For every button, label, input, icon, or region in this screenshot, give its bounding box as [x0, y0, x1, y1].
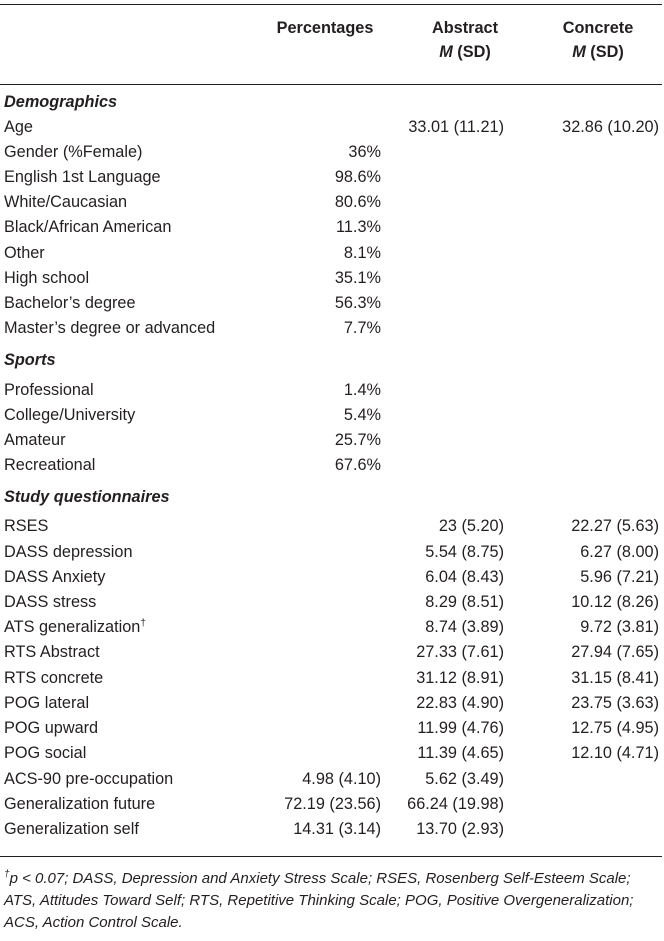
row-label: ATS generalization† [4, 618, 146, 636]
row-label: ACS-90 pre-occupation [4, 770, 174, 788]
row-label: English 1st Language [4, 168, 161, 186]
concrete-cell: 31.15 (8.41) [571, 669, 659, 687]
row-label: POG upward [4, 719, 99, 737]
percentages-cell: 5.4% [343, 406, 381, 424]
row-label: Professional [4, 381, 94, 399]
row-label: RSES [4, 517, 49, 535]
percentages-cell: 72.19 (23.56) [284, 795, 381, 813]
abstract-cell: 5.62 (3.49) [425, 770, 504, 788]
abstract-cell: 8.29 (8.51) [425, 593, 504, 611]
row-label: Master’s degree or advanced [4, 319, 216, 337]
row-label: College/University [4, 406, 136, 424]
percentages-cell: 80.6% [334, 193, 381, 211]
concrete-cell: 12.75 (4.95) [571, 719, 659, 737]
concrete-cell: 27.94 (7.65) [571, 643, 659, 661]
header-percentages: Percentages [276, 19, 374, 37]
abstract-cell: 13.70 (2.93) [416, 820, 504, 838]
row-label: RTS Abstract [4, 643, 100, 661]
row-label: Age [4, 118, 33, 136]
concrete-cell: 12.10 (4.71) [571, 744, 659, 762]
row-label: DASS depression [4, 543, 133, 561]
percentages-cell: 98.6% [334, 168, 381, 186]
abstract-cell: 8.74 (3.89) [425, 618, 504, 636]
concrete-cell: 32.86 (10.20) [562, 118, 659, 136]
row-label: POG lateral [4, 694, 90, 712]
row-label: Black/African American [4, 218, 172, 236]
row-label: High school [4, 269, 90, 287]
row-label: Amateur [4, 431, 66, 449]
abstract-cell: 33.01 (11.21) [408, 118, 504, 136]
header-abstract: Abstract M (SD) [431, 19, 499, 61]
percentages-cell: 8.1% [343, 244, 381, 262]
abstract-cell: 23 (5.20) [438, 517, 504, 535]
percentages-cell: 11.3% [336, 218, 381, 236]
concrete-cell: 10.12 (8.26) [571, 593, 659, 611]
percentages-cell: 35.1% [334, 269, 381, 287]
abstract-cell: 27.33 (7.61) [416, 643, 504, 661]
section-heading-demographics: Demographics [4, 93, 118, 111]
percentages-cell: 4.98 (4.10) [302, 770, 381, 788]
bottom-rule [0, 856, 662, 857]
section-heading-sports: Sports [4, 351, 56, 369]
concrete-cell: 9.72 (3.81) [580, 618, 659, 636]
concrete-cell: 6.27 (8.00) [580, 543, 659, 561]
table-footnote: †p < 0.07; DASS, Depression and Anxiety … [4, 869, 634, 932]
row-label: POG social [4, 744, 87, 762]
abstract-cell: 66.24 (19.98) [407, 795, 504, 813]
row-label: Generalization future [4, 795, 156, 813]
percentages-cell: 1.4% [343, 381, 381, 399]
abstract-cell: 11.39 (4.65) [417, 744, 504, 762]
abstract-cell: 11.99 (4.76) [417, 719, 504, 737]
header-rule [0, 84, 662, 85]
row-label: DASS stress [4, 593, 97, 611]
dagger-mark: † [140, 618, 146, 629]
abstract-cell: 6.04 (8.43) [425, 568, 504, 586]
concrete-cell: 23.75 (3.63) [571, 694, 659, 712]
abstract-cell: 31.12 (8.91) [416, 669, 504, 687]
row-label: Gender (%Female) [4, 143, 143, 161]
abstract-cell: 5.54 (8.75) [425, 543, 504, 561]
section-heading-study: Study questionnaires [4, 488, 170, 506]
row-label: Bachelor’s degree [4, 294, 136, 312]
percentages-cell: 25.7% [334, 431, 381, 449]
header-concrete: Concrete M (SD) [562, 19, 634, 61]
concrete-cell: 22.27 (5.63) [571, 517, 659, 535]
concrete-cell: 5.96 (7.21) [580, 568, 659, 586]
top-rule [0, 4, 662, 5]
row-label: Generalization self [4, 820, 139, 838]
row-label: White/Caucasian [4, 193, 128, 211]
row-label: DASS Anxiety [4, 568, 106, 586]
percentages-cell: 67.6% [334, 456, 381, 474]
percentages-cell: 7.7% [343, 319, 381, 337]
percentages-cell: 36% [348, 143, 381, 161]
row-label: Recreational [4, 456, 96, 474]
percentages-cell: 14.31 (3.14) [293, 820, 381, 838]
row-label: RTS concrete [4, 669, 104, 687]
percentages-cell: 56.3% [334, 294, 381, 312]
abstract-cell: 22.83 (4.90) [416, 694, 504, 712]
row-label: Other [4, 244, 45, 262]
